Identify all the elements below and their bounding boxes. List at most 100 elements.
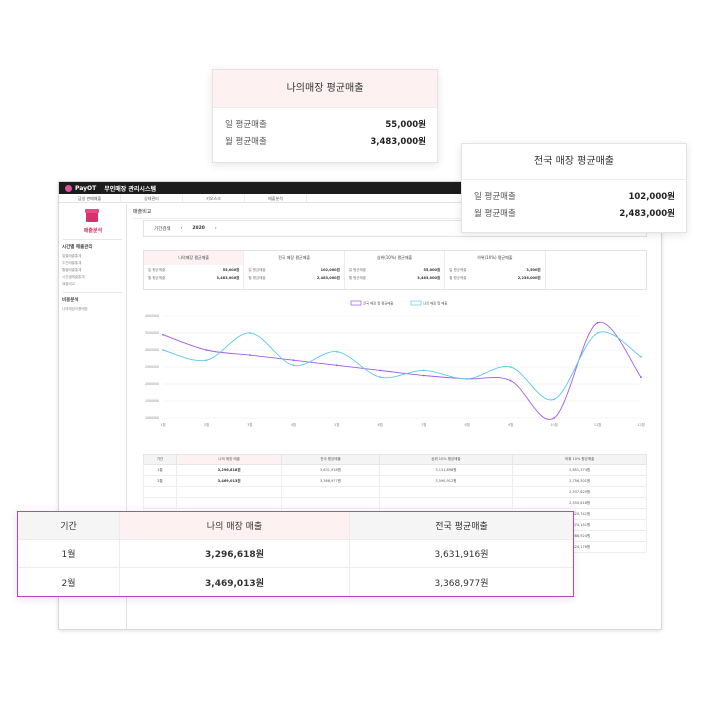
table-header-cell: 나의 매장 매출 — [175, 454, 283, 465]
x-tick-label: 1월 — [160, 422, 165, 427]
data-point — [205, 349, 208, 351]
stat-label: 월 평균매출 — [248, 276, 266, 280]
table-row: 1월 3,296,618원 3,631,916원 3,131,898원 2,651,37… — [143, 464, 647, 476]
sidebar: 매출분석 시간별 매출관리 일별매출통계 주간매출통계 월별매출통계 시간별매출… — [59, 204, 127, 629]
table-cell: 3,469,013원 — [175, 475, 283, 487]
table-cell: 2,537,625원 — [512, 486, 647, 498]
data-point — [509, 366, 512, 368]
stat-label: 일 평균매출 — [449, 268, 467, 272]
store-icon — [85, 209, 99, 222]
data-point — [596, 332, 599, 334]
stat-label: 일 평균매출 — [348, 268, 367, 272]
table-cell — [281, 497, 380, 509]
day-average-value: 55,000원 — [385, 120, 426, 130]
cell-national-average: 3,631,916원 — [434, 550, 489, 560]
top-navigation: 금일 판매매출 상태관리 키오스크 매출분석 — [59, 194, 661, 203]
stat-value: 3,483,000원 — [417, 276, 441, 280]
table-cell: 3,368,977원 — [281, 475, 380, 487]
stat-value: 55,000원 — [222, 268, 240, 272]
x-tick-label: 7월 — [421, 422, 426, 427]
data-point — [379, 376, 382, 379]
cell-my-store-sales: 3,469,013원 — [120, 568, 350, 596]
year-value: 2020 — [192, 226, 205, 231]
x-tick-label: 6월 — [378, 422, 383, 427]
table-header-row: 기간 나의 매장 매출 전국 평균매출 — [18, 512, 573, 540]
sidebar-item-monthly[interactable]: 월별매출통계 — [62, 268, 82, 272]
month-average-label: 월 평균매출 — [474, 209, 516, 219]
data-point — [249, 332, 251, 334]
stat-label: 일 평균매출 — [148, 268, 166, 272]
stat-value: 3,500원 — [526, 268, 541, 272]
header-national-average: 전국 평균매출 — [350, 512, 573, 539]
data-point — [640, 376, 642, 379]
stat-national: 전국 매장 평균매출 일 평균매출 102,000원 월 평균매출 2,483,00… — [244, 251, 345, 289]
sidebar-title: 매출분석 — [83, 228, 103, 234]
stat-value: 2,236,000원 — [517, 276, 541, 280]
x-tick-label: 9월 — [508, 422, 513, 427]
sidebar-item-weekly[interactable]: 주간매출통계 — [62, 261, 82, 265]
y-tick-label: 4000000 — [145, 314, 159, 318]
data-point — [422, 369, 425, 372]
cell-national-average: 3,368,977원 — [434, 578, 489, 589]
sidebar-item-daily[interactable]: 일별매출통계 — [62, 254, 82, 258]
x-tick-label: 2월 — [204, 422, 209, 427]
data-point — [553, 398, 555, 401]
table-cell: 3,631,916원 — [281, 464, 380, 476]
sidebar-item-store-usage[interactable]: 나의매장이용매장 — [62, 307, 88, 311]
x-tick-label: 10월 — [550, 422, 557, 427]
x-tick-label: 12월 — [637, 422, 644, 427]
stat-value: 2,483,000원 — [316, 276, 340, 280]
stat-title: 전국 매장 평균매출 — [278, 255, 311, 260]
logo-icon — [65, 184, 72, 192]
table-cell: 2,651,374원 — [512, 464, 647, 476]
series-line — [162, 321, 642, 420]
data-point — [509, 379, 512, 382]
sales-line-chart: 4000000 3500000 3000000 2500000 2000000 15000… — [133, 298, 649, 434]
y-tick-label: 1000000 — [145, 416, 159, 420]
x-tick-label: 11월 — [594, 422, 601, 427]
data-point — [292, 359, 295, 362]
sidebar-item-compare[interactable]: 매출비교 — [62, 282, 75, 286]
table-header-cell: 기간 — [143, 454, 177, 465]
stat-summary-row: 나의매장 평균매출 일 평균매출 55,000원 월 평균매출 3,483,000원… — [143, 250, 647, 290]
data-point — [162, 333, 164, 336]
table-row: 2월 3,469,013원 3,368,977원 — [18, 568, 573, 596]
data-point — [205, 359, 208, 362]
stat-value: 3,483,000원 — [216, 276, 240, 280]
day-average-label: 일 평균매출 — [225, 120, 267, 130]
cell-period: 1월 — [18, 540, 120, 567]
day-average-value: 102,000원 — [628, 192, 675, 202]
next-year-icon[interactable]: › — [214, 226, 217, 231]
topnav-item-status[interactable]: 상태관리 — [121, 194, 183, 202]
topnav-item-sales[interactable]: 금일 판매매출 — [59, 194, 121, 202]
data-point — [640, 355, 642, 358]
y-tick-label: 1500000 — [145, 399, 159, 403]
data-point — [162, 349, 164, 351]
topnav-item-kiosk[interactable]: 키오스크 — [183, 194, 245, 202]
table-header-cell: 전국 평균매출 — [281, 454, 380, 465]
highlighted-sales-table: 기간 나의 매장 매출 전국 평균매출 1월 3,296,618원 3,631,… — [17, 511, 574, 597]
cell-my-store-sales: 3,296,618원 — [120, 540, 350, 567]
year-label: 기간검색 — [154, 226, 171, 232]
header-period: 기간 — [18, 512, 120, 539]
data-point — [422, 374, 425, 377]
table-cell — [175, 497, 283, 509]
topnav-item-analysis[interactable]: 매출분석 — [245, 194, 307, 202]
data-point — [335, 350, 338, 353]
page-title: 매출비교 — [133, 204, 655, 219]
my-store-average-card: 나의매장 평균매출 일 평균매출 55,000원 월 평균매출 3,483,000원 — [212, 69, 438, 163]
prev-year-icon[interactable]: ‹ — [180, 226, 183, 231]
table-cell: 3,131,898원 — [378, 464, 514, 476]
table-cell: 2월 — [143, 475, 177, 487]
data-point — [596, 321, 599, 324]
day-average-label: 일 평균매출 — [474, 192, 516, 202]
data-point — [335, 364, 338, 367]
table-cell: 3,296,618원 — [175, 464, 283, 476]
month-average-value: 2,483,000원 — [619, 209, 675, 219]
table-cell: 1월 — [143, 464, 177, 476]
data-point — [553, 417, 555, 419]
sidebar-item-hourly[interactable]: 시간별매출통계 — [62, 275, 85, 279]
table-row: 1월 3,296,618원 3,631,916원 — [18, 540, 573, 568]
cell-period: 2월 — [18, 568, 120, 596]
header-my-store-sales: 나의 매장 매출 — [120, 512, 350, 539]
